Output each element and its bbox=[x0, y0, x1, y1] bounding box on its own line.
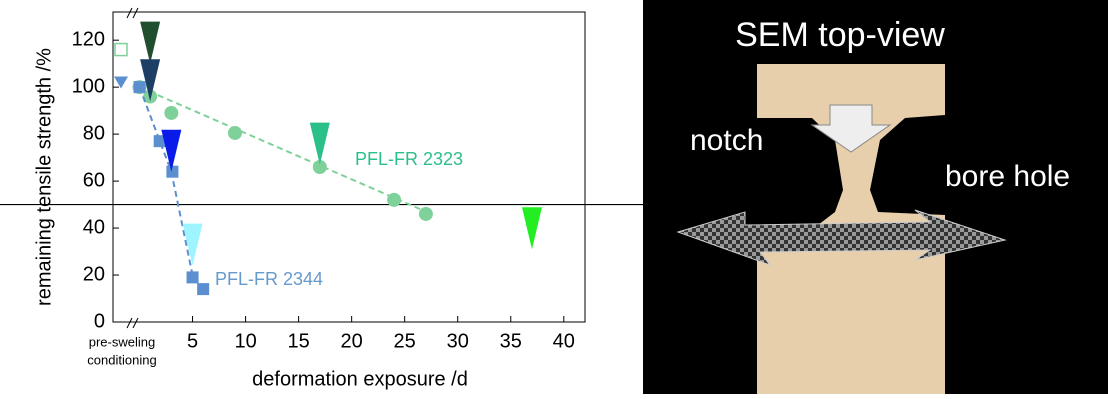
data-point bbox=[197, 283, 210, 296]
x-tick-label: 5 bbox=[187, 330, 198, 352]
bore-hole-region bbox=[950, 115, 1108, 205]
fit-line bbox=[139, 86, 427, 213]
x-tick-label: 30 bbox=[447, 330, 469, 352]
x-tick-label: 20 bbox=[341, 330, 363, 352]
y-tick-label: 40 bbox=[83, 216, 105, 238]
x-tick-label: 15 bbox=[287, 330, 309, 352]
time-marker bbox=[309, 122, 330, 165]
series-label: PFL-FR 2344 bbox=[215, 269, 323, 289]
y-tick-label: 60 bbox=[83, 169, 105, 191]
image-label: bore hole bbox=[945, 160, 1070, 193]
y-tick-label: 20 bbox=[83, 263, 105, 285]
view-arrow bbox=[810, 104, 892, 153]
data-point bbox=[153, 135, 166, 148]
y-tick-label: 80 bbox=[83, 122, 105, 144]
data-point bbox=[186, 271, 199, 284]
pre-swelling-point bbox=[114, 42, 128, 57]
time-marker bbox=[182, 223, 203, 266]
x-note: pre-sweling bbox=[89, 334, 155, 349]
x-note: conditioning bbox=[87, 352, 156, 367]
image-label: notch bbox=[690, 124, 763, 157]
y-tick-label: 120 bbox=[72, 28, 105, 50]
x-tick-label: 25 bbox=[394, 330, 416, 352]
time-marker bbox=[521, 207, 542, 250]
y-tick-label: 100 bbox=[72, 75, 105, 97]
x-tick-label: 10 bbox=[234, 330, 256, 352]
y-tick-label: 0 bbox=[94, 310, 105, 332]
y-axis-title: remaining tensile strength /% bbox=[33, 48, 55, 306]
x-tick-label: 40 bbox=[553, 330, 575, 352]
data-point bbox=[166, 165, 179, 178]
time-marker bbox=[140, 59, 161, 102]
data-point bbox=[164, 105, 179, 120]
x-tick-label: 35 bbox=[500, 330, 522, 352]
notch-region bbox=[680, 118, 775, 200]
data-point bbox=[312, 160, 327, 174]
pre-swelling-point bbox=[114, 76, 128, 89]
time-marker bbox=[161, 129, 182, 172]
plot-frame bbox=[112, 11, 586, 323]
axis-break bbox=[126, 7, 139, 19]
x-axis-title: deformation exposure /d bbox=[252, 368, 468, 390]
data-point bbox=[387, 192, 402, 207]
series-label: PFL-FR 2323 bbox=[355, 149, 463, 169]
time-marker bbox=[140, 21, 161, 64]
data-point bbox=[133, 81, 146, 94]
double-arrow bbox=[676, 209, 1007, 267]
data-point bbox=[227, 125, 242, 140]
data-point bbox=[418, 206, 433, 221]
image-title: SEM top-view bbox=[735, 16, 945, 54]
axis-break bbox=[126, 317, 139, 329]
